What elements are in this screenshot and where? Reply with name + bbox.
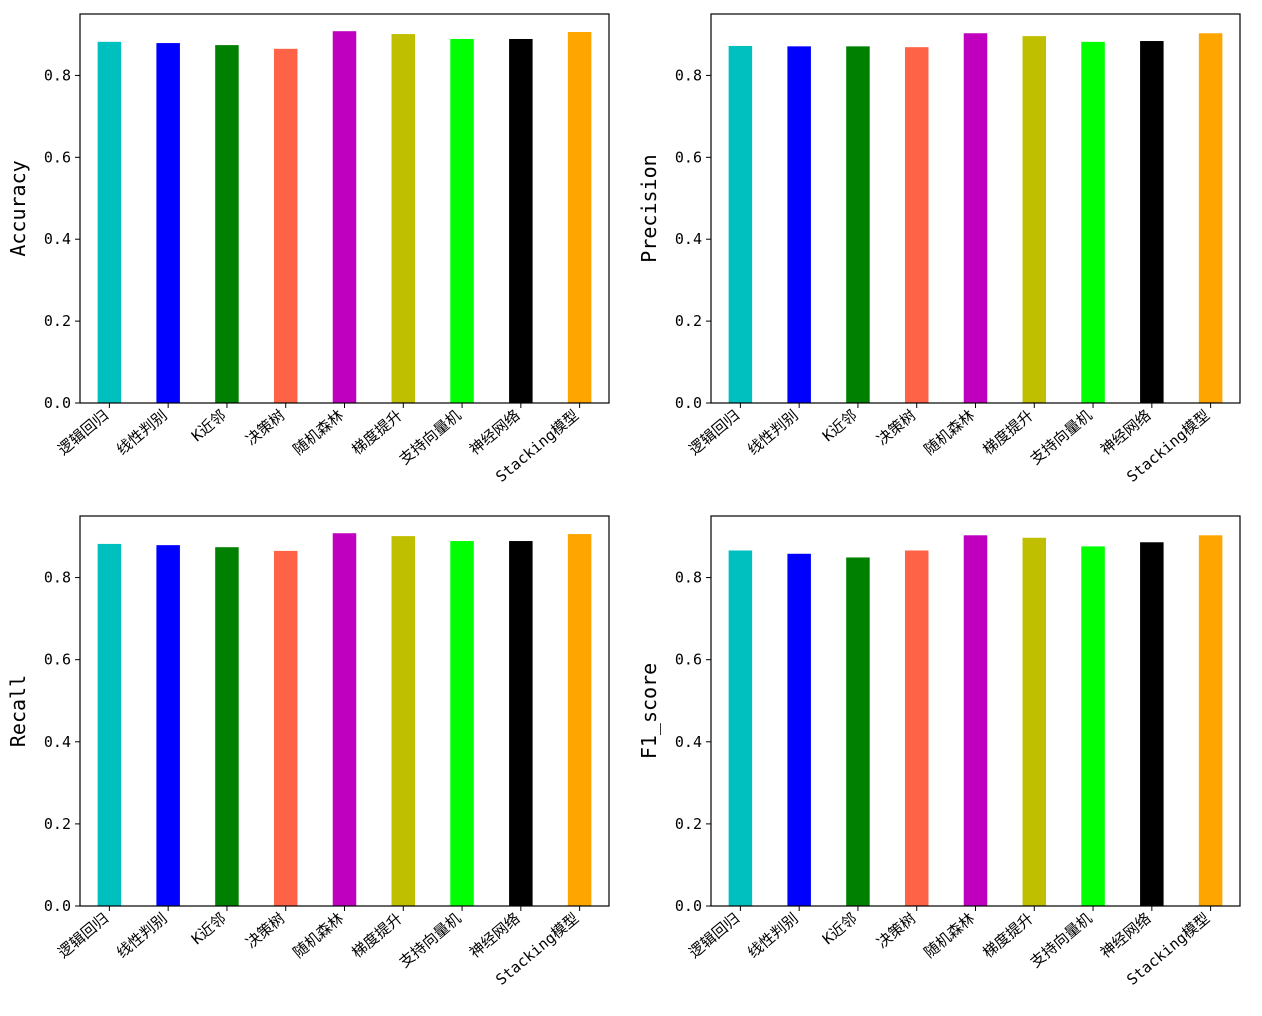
y-tick-label: 0.4: [44, 733, 71, 751]
bar: [97, 41, 122, 404]
x-tick-label: 支持向量机: [396, 909, 465, 971]
bar: [156, 545, 180, 906]
bar: [963, 535, 988, 906]
y-tick-label: 0.6: [44, 651, 71, 669]
y-tick-label: 0.8: [44, 569, 71, 587]
bar: [273, 550, 298, 906]
bar: [156, 43, 180, 403]
y-tick-label: 0.0: [675, 897, 702, 915]
y-tick-label: 0.8: [675, 66, 702, 84]
y-axis-title: Accuracy: [6, 160, 30, 256]
x-tick-label: K近邻: [188, 406, 229, 445]
bar: [1081, 41, 1105, 404]
bar: [332, 533, 357, 906]
y-axis-title: F1_score: [637, 663, 661, 759]
bar: [1140, 41, 1164, 403]
x-tick-label: 线性判别: [744, 406, 802, 458]
bar: [1081, 546, 1105, 906]
x-tick-label: 逻辑回归: [685, 406, 743, 458]
y-axis-title: Precision: [637, 154, 661, 262]
bar: [273, 48, 298, 404]
x-tick-label: 支持向量机: [1027, 406, 1096, 468]
bar: [846, 46, 870, 403]
bar: [509, 38, 533, 403]
bar: [728, 45, 753, 403]
y-tick-label: 0.4: [44, 230, 71, 248]
bar: [391, 34, 416, 404]
bar: [1022, 537, 1047, 906]
bar: [215, 45, 239, 404]
bar: [567, 32, 592, 404]
x-tick-label: K近邻: [819, 406, 860, 445]
x-tick-label: 神经网络: [466, 909, 524, 961]
y-tick-label: 0.0: [675, 394, 702, 412]
x-tick-label: 神经网络: [466, 406, 524, 458]
x-tick-label: 支持向量机: [396, 406, 465, 468]
x-tick-label: 决策树: [873, 909, 919, 952]
x-tick-label: 线性判别: [113, 909, 171, 961]
bar: [450, 38, 474, 403]
y-tick-label: 0.6: [44, 148, 71, 166]
y-tick-label: 0.8: [44, 66, 71, 84]
bar: [787, 553, 811, 906]
bar: [332, 31, 357, 403]
bar: [963, 33, 988, 403]
y-tick-label: 0.0: [44, 394, 71, 412]
x-tick-label: 神经网络: [1097, 909, 1155, 961]
bar: [450, 541, 474, 906]
x-tick-label: 决策树: [873, 406, 919, 449]
x-tick-label: 线性判别: [744, 909, 802, 961]
x-tick-label: 支持向量机: [1027, 909, 1096, 971]
x-tick-label: 随机森林: [921, 909, 979, 961]
bar: [1198, 33, 1223, 403]
y-tick-label: 0.2: [44, 815, 71, 833]
x-tick-label: K近邻: [819, 909, 860, 948]
bar: [904, 47, 929, 404]
y-tick-label: 0.2: [675, 815, 702, 833]
x-tick-label: 梯度提升: [348, 406, 406, 458]
chart-panel-precision: 0.0 0.2 0.4 0.6 0.8 逻辑回归 线性判别 K近邻 决策树 随机森林 梯度提升支持向…: [637, 13, 1241, 486]
bar: [391, 536, 416, 906]
x-tick-label: 随机森林: [290, 406, 348, 458]
y-tick-label: 0.6: [675, 148, 702, 166]
x-tick-label: 逻辑回归: [685, 909, 743, 961]
y-tick-label: 0.2: [675, 312, 702, 330]
bar: [846, 557, 870, 906]
x-tick-label: 随机森林: [290, 909, 348, 961]
bar: [1198, 535, 1223, 906]
y-tick-label: 0.2: [44, 312, 71, 330]
x-tick-label: 逻辑回归: [54, 406, 112, 458]
bar: [97, 543, 122, 906]
y-tick-label: 0.6: [675, 651, 702, 669]
x-tick-label: 神经网络: [1097, 406, 1155, 458]
bar: [728, 550, 753, 906]
x-tick-label: 逻辑回归: [54, 909, 112, 961]
x-tick-label: 决策树: [242, 909, 288, 952]
bar: [509, 541, 533, 906]
bar: [215, 547, 239, 906]
bar: [1140, 542, 1164, 906]
x-tick-label: 梯度提升: [979, 909, 1037, 961]
bar: [787, 46, 811, 403]
x-tick-label: 梯度提升: [979, 406, 1037, 458]
chart-panel-accuracy: 0.0 0.2 0.4 0.6 0.8 逻辑回归 线性判别 K近邻 决策树 随机森林 梯度提升支持向…: [6, 13, 610, 486]
x-tick-label: K近邻: [188, 909, 229, 948]
x-tick-label: 随机森林: [921, 406, 979, 458]
y-tick-label: 0.4: [675, 733, 702, 751]
x-tick-label: 决策树: [242, 406, 288, 449]
bar: [1022, 36, 1047, 404]
x-tick-label: 梯度提升: [348, 909, 406, 961]
chart-panel-recall: 0.0 0.2 0.4 0.6 0.8 逻辑回归 线性判别 K近邻 决策树 随机森林 梯度提升支持向…: [6, 515, 610, 989]
y-axis-title: Recall: [6, 675, 30, 747]
y-tick-label: 0.8: [675, 569, 702, 587]
bar: [904, 550, 929, 906]
y-tick-label: 0.0: [44, 897, 71, 915]
chart-panel-f1_score: 0.0 0.2 0.4 0.6 0.8 逻辑回归 线性判别 K近邻 决策树 随机森林 梯度提升支持向…: [637, 515, 1241, 989]
y-tick-label: 0.4: [675, 230, 702, 248]
x-tick-label: 线性判别: [113, 406, 171, 458]
bar: [567, 534, 592, 906]
